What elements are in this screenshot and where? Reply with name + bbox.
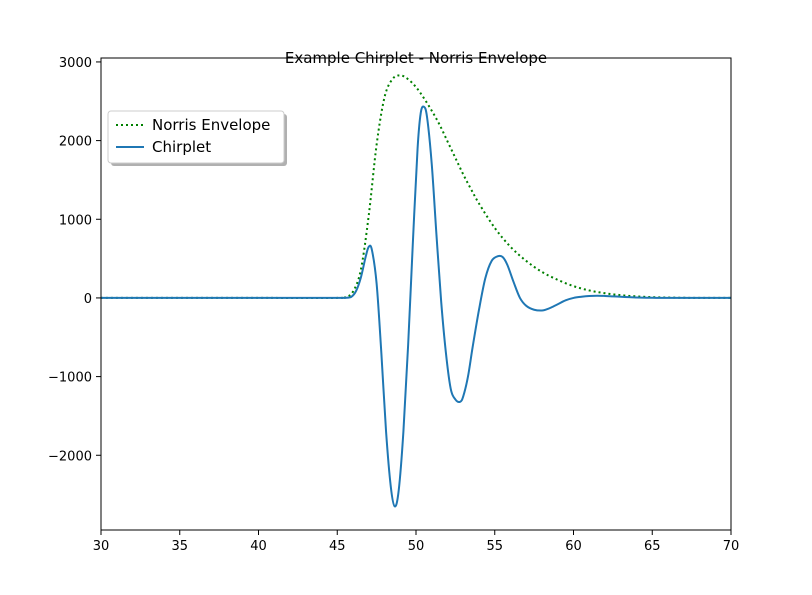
y-tick-label: 2000: [59, 135, 92, 150]
x-tick-label: 35: [171, 539, 188, 554]
y-tick-label: 1000: [59, 213, 92, 228]
legend-box: [107, 110, 285, 164]
plot-frame: [100, 57, 732, 531]
x-tick-label: 45: [329, 539, 346, 554]
x-tick-label: 30: [93, 539, 110, 554]
legend: Norris Envelope Chirplet: [107, 110, 287, 166]
legend-label-norris-envelope: Norris Envelope: [152, 116, 270, 134]
y-tick-label: −1000: [48, 371, 92, 386]
series-line-norris-envelope: [101, 74, 731, 299]
y-tick-label: 0: [84, 292, 92, 307]
y-tick-label: −2000: [48, 449, 92, 464]
x-tick-label: 55: [486, 539, 503, 554]
x-tick-label: 50: [408, 539, 425, 554]
x-tick-label: 70: [723, 539, 740, 554]
legend-label-chirplet: Chirplet: [152, 138, 211, 156]
x-tick-label: 60: [565, 539, 582, 554]
y-tick-label: 3000: [59, 56, 92, 71]
series-line-chirplet: [101, 105, 731, 508]
x-tick-label: 65: [644, 539, 661, 554]
x-tick-label: 40: [250, 539, 267, 554]
